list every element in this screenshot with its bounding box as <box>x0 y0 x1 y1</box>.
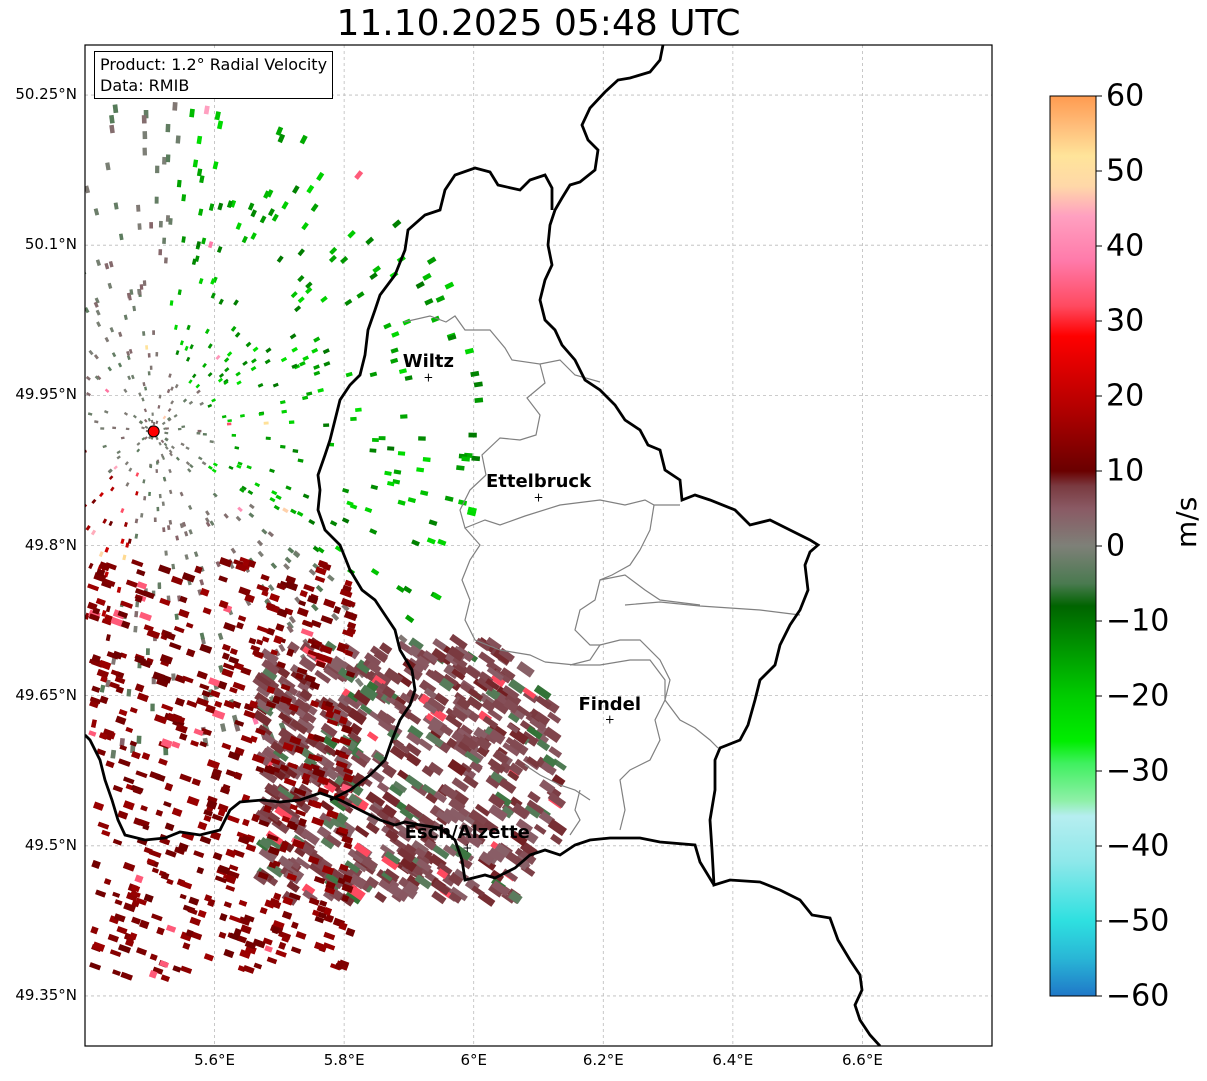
lat-tick-label: 50.1°N <box>24 235 77 254</box>
lon-tick-label: 6.2°E <box>582 1051 624 1069</box>
country-borders <box>85 45 882 1046</box>
city-marker-cross: + <box>533 490 543 504</box>
colorbar-tick-label: 20 <box>1106 378 1145 414</box>
city-marker-cross: + <box>462 841 472 855</box>
colorbar-tick-label: 40 <box>1106 228 1145 264</box>
plot-frame <box>84 44 993 1047</box>
city-marker-cross: + <box>423 370 433 384</box>
colorbar-tick-label: −20 <box>1106 678 1170 714</box>
canton-boundaries <box>403 315 801 836</box>
lon-tick-label: 5.8°E <box>323 1051 365 1069</box>
city-label: Findel <box>578 693 642 715</box>
radar-site-marker <box>147 425 160 438</box>
lat-tick-label: 49.65°N <box>15 685 77 704</box>
lat-tick-label: 49.8°N <box>24 535 77 554</box>
graticule-grid <box>85 45 992 1046</box>
colorbar-tick-label: −10 <box>1106 603 1170 639</box>
velocity-echoes <box>85 102 568 983</box>
product-info-box: Product: 1.2° Radial Velocity Data: RMIB <box>94 51 334 99</box>
radar-site-dot <box>147 425 160 438</box>
lat-tick-label: 49.5°N <box>24 835 77 854</box>
colorbar-tick-label: 50 <box>1106 153 1145 189</box>
colorbar-tick-label: −30 <box>1106 753 1170 789</box>
data-source-label: Data: RMIB <box>100 76 190 95</box>
lon-tick-label: 6.4°E <box>712 1051 754 1069</box>
lon-tick-label: 6°E <box>460 1051 487 1069</box>
colorbar-tick-label: 60 <box>1106 78 1145 114</box>
lon-tick-label: 5.6°E <box>194 1051 235 1069</box>
city-label: Esch/Alzette <box>404 821 530 843</box>
city-label: Ettelbruck <box>485 471 592 493</box>
colorbar-tick-label: 0 <box>1106 528 1126 564</box>
colorbar-tick-label: −50 <box>1106 903 1170 939</box>
map-title: 11.10.2025 05:48 UTC <box>336 3 741 44</box>
lat-tick-label: 49.35°N <box>15 985 77 1004</box>
city-label: Wiltz <box>402 351 454 373</box>
lat-tick-label: 50.25°N <box>15 85 77 104</box>
lat-tick-label: 49.95°N <box>15 385 77 404</box>
city-marker-cross: + <box>605 713 615 727</box>
colorbar-tick-label: 30 <box>1106 303 1145 339</box>
city-markers: + + + + <box>423 370 614 854</box>
colorbar-tick-label: 10 <box>1106 453 1145 489</box>
colorbar-tick-label: −40 <box>1106 828 1170 864</box>
colorbar <box>1049 95 1102 997</box>
lon-tick-label: 6.6°E <box>842 1051 883 1069</box>
colorbar-unit-label: m/s <box>1170 496 1203 548</box>
colorbar-tick-label: −60 <box>1106 978 1170 1014</box>
product-label: Product: 1.2° Radial Velocity <box>100 55 328 74</box>
